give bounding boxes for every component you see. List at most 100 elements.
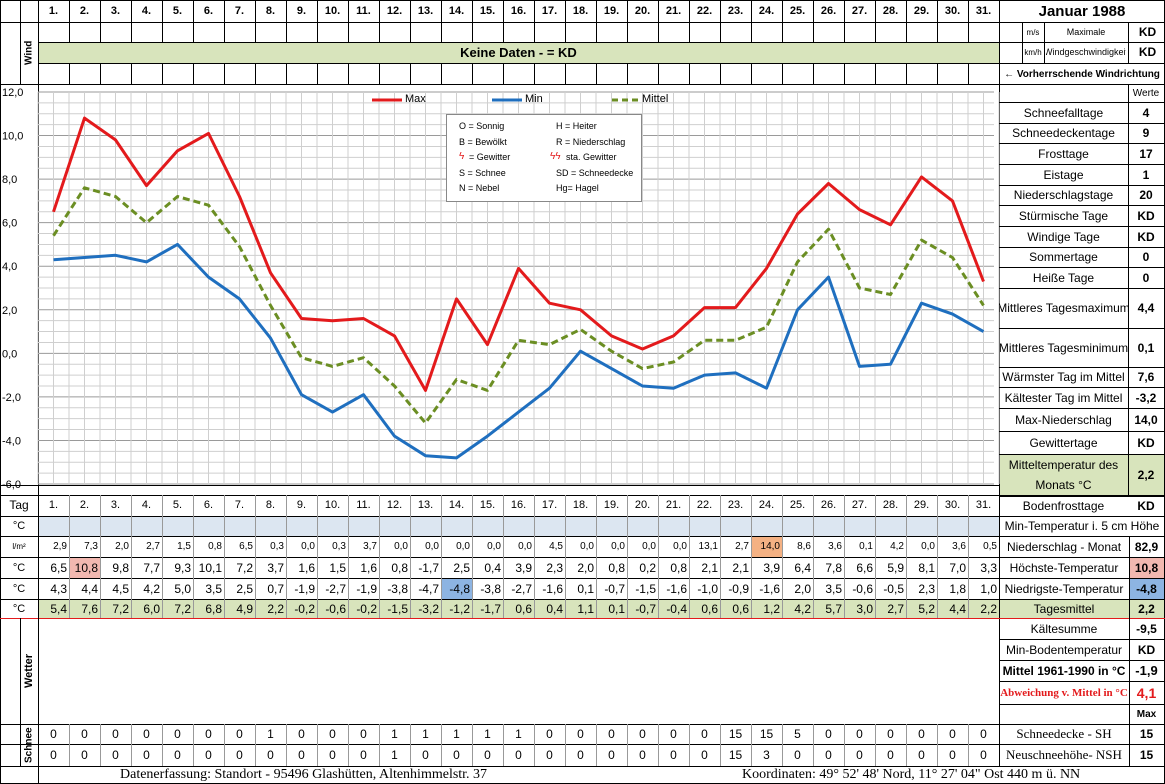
table-cell-precip: 0,3 — [270, 541, 284, 552]
grid-line — [255, 63, 256, 84]
table-cell-tmean: 2,2 — [267, 601, 284, 616]
snow-cell: 0 — [298, 748, 305, 762]
grid-line — [0, 536, 1165, 537]
summary-label: Min-Bodentemperatur — [1005, 642, 1123, 657]
snow-cell: 0 — [81, 748, 88, 762]
summary-value: 82,9 — [1134, 539, 1159, 554]
max-wind-label: Windgeschwindigkeit — [1046, 47, 1126, 57]
soil-temp-row-bg — [38, 516, 999, 536]
table-cell-tmean: 0,4 — [546, 601, 563, 616]
table-cell-precip: 13,1 — [698, 541, 718, 552]
table-cell-tmin: 2,3 — [918, 581, 935, 596]
footer-coordinates: Koordinaten: 49° 52' 48' Nord, 11° 27' 0… — [742, 767, 1081, 782]
table-cell-tmean: 0,6 — [732, 601, 749, 616]
snow-cell: 0 — [949, 748, 956, 762]
grid-line — [627, 724, 628, 766]
snow-cell: 0 — [980, 748, 987, 762]
table-cell-precip: 0,0 — [425, 541, 439, 552]
grid-line — [689, 0, 690, 42]
weather-code: N = Nebel — [459, 183, 500, 193]
snow-cell: 0 — [143, 748, 150, 762]
grid-line — [596, 724, 597, 766]
grid-line — [286, 63, 287, 84]
grid-line — [999, 102, 1165, 103]
grid-line — [627, 495, 628, 618]
table-cell-tmean: 5,2 — [918, 601, 935, 616]
grid-line — [627, 0, 628, 42]
werte-header: Werte — [1132, 87, 1160, 99]
table-cell-precip: 2,7 — [735, 541, 749, 552]
grid-line — [999, 143, 1165, 144]
table-cell-tmean: 7,6 — [81, 601, 98, 616]
snow-cell: 0 — [112, 748, 119, 762]
grid-line — [999, 205, 1165, 206]
grid-line — [999, 226, 1165, 227]
grid-line — [1128, 84, 1129, 496]
day-header: 7. — [234, 5, 245, 17]
grid-line — [224, 63, 225, 84]
grid-line — [131, 495, 132, 618]
grid-line — [0, 0, 1, 784]
table-cell-tmin: -1,6 — [759, 581, 780, 596]
legend-max: Max — [405, 93, 426, 105]
max-wind-label: Maximale — [1066, 27, 1106, 37]
snow-cell: 0 — [422, 748, 429, 762]
grid-line — [906, 0, 907, 42]
grid-line — [937, 0, 938, 42]
table-cell-precip: 0,0 — [580, 541, 594, 552]
table-cell-tmin: 3,5 — [825, 581, 842, 596]
grid-line — [937, 495, 938, 618]
grid-line — [565, 0, 566, 42]
snow-cell: 0 — [329, 727, 336, 741]
stat-label: Mitteltemperatur des Monats °C — [1008, 458, 1119, 492]
grid-line — [565, 63, 566, 84]
snow-cell: 5 — [794, 727, 801, 741]
stat-label: Gewittertage — [1029, 435, 1098, 450]
wind-kd: KD — [1138, 25, 1157, 39]
weather-code: B = Bewölkt — [459, 136, 507, 147]
day-header: 30. — [944, 5, 961, 17]
day-label: 18. — [572, 499, 589, 511]
grid-line — [100, 724, 101, 766]
table-cell-tmax: 7,0 — [949, 560, 966, 575]
table-cell-tmin: -3,8 — [480, 581, 501, 596]
table-cell-precip: 3,7 — [363, 541, 377, 552]
summary-value: 10,8 — [1129, 557, 1164, 578]
grid-line — [565, 495, 566, 618]
stat-label: Frosttage — [1038, 146, 1089, 161]
grid-line — [782, 0, 783, 42]
grid-line — [255, 495, 256, 618]
summary-value: 2,2 — [1138, 601, 1155, 616]
snow-cell: 0 — [701, 748, 708, 762]
snow-cell: 0 — [670, 727, 677, 741]
table-cell-precip: 0,0 — [642, 541, 656, 552]
grid-line — [534, 724, 535, 766]
day-header: 8. — [265, 5, 276, 17]
grid-line — [348, 63, 349, 84]
table-cell-tmin: -0,7 — [604, 581, 625, 596]
day-label: 2. — [79, 499, 90, 511]
snow-cell: 0 — [267, 748, 274, 762]
grid-line — [193, 495, 194, 618]
grid-line — [410, 0, 411, 42]
table-cell-precip: 0,5 — [983, 541, 997, 552]
grid-line — [441, 0, 442, 42]
snow-cell: 0 — [484, 748, 491, 762]
snow-cell: 3 — [763, 748, 770, 762]
grid-line — [317, 495, 318, 618]
grid-line — [317, 63, 318, 84]
snow-cell: 0 — [608, 727, 615, 741]
grid-line — [999, 681, 1165, 682]
day-header: 12. — [386, 5, 403, 17]
table-cell-tmean: -0,2 — [356, 601, 377, 616]
snow-cell: 0 — [205, 748, 212, 762]
grid-line — [999, 660, 1165, 661]
unit-label: l/m² — [12, 542, 26, 551]
table-cell-precip: 0,0 — [487, 541, 501, 552]
table-cell-tmin: -4,8 — [441, 578, 472, 599]
table-cell-tmean: -0,2 — [294, 601, 315, 616]
legend-mittel: Mittel — [642, 93, 669, 105]
table-cell-tmean: -0,4 — [666, 601, 687, 616]
table-cell-tmax: 3,3 — [980, 560, 997, 575]
snow-cell: 15 — [728, 748, 743, 762]
